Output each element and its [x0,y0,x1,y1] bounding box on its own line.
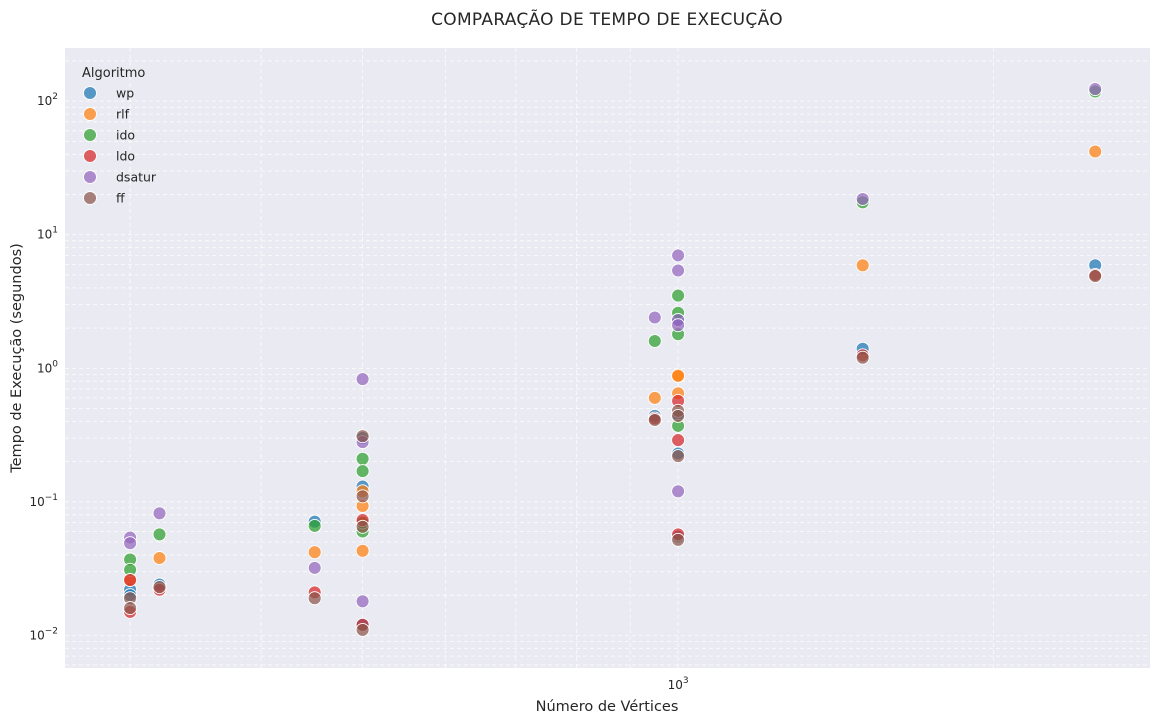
data-point-ido [647,334,662,348]
data-point-dsatur [647,310,662,325]
data-point-dsatur [355,594,370,609]
data-point-rlf [152,551,167,565]
tick-exponent: 0 [52,359,58,369]
data-point-dsatur [152,506,167,521]
data-point-rlf [307,545,322,560]
data-point-dsatur [855,192,870,206]
legend-marker-ldo [83,149,97,163]
data-point-ido [671,288,686,303]
legend-marker-wp [83,86,97,100]
data-point-ido [307,518,322,533]
data-point-rlf [355,543,370,558]
legend-marker-rlf [83,107,97,121]
data-point-ff [355,519,370,534]
tick-label: 103 [668,676,689,692]
data-point-ff [855,350,870,365]
legend-marker-ido [83,128,97,142]
tick-exponent: 3 [683,676,689,686]
data-point-dsatur [123,536,138,551]
legend-label-ldo: ldo [116,149,135,164]
data-point-dsatur [307,560,322,575]
data-point-ff [123,601,138,616]
data-point-ff [355,622,370,637]
data-point-dsatur [671,484,686,499]
tick-exponent: −2 [45,626,58,636]
tick-exponent: 1 [52,226,58,236]
data-point-ldo [123,573,138,587]
data-point-dsatur [1088,82,1103,97]
tick-label: 101 [37,226,58,242]
legend-marker-dsatur [83,170,97,184]
legend-label-ff: ff [116,191,125,206]
data-point-ff [307,591,322,606]
legend-label-rlf: rlf [116,107,130,122]
legend: Algoritmo wp rlf ido ldo dsatur ff [82,66,157,206]
data-point-ff [671,449,686,464]
data-point-rlf [671,368,686,383]
data-point-ff [671,408,686,423]
data-point-dsatur [671,263,686,278]
points-layer [123,82,1103,637]
legend-label-ido: ido [116,128,135,143]
data-point-ff [152,580,167,595]
data-point-ido [355,451,370,466]
data-point-dsatur [671,318,686,333]
x-axis-label: Número de Vértices [536,699,679,715]
data-point-ldo [671,433,686,448]
data-point-rlf [1088,144,1103,159]
legend-title: Algoritmo [82,66,145,81]
data-point-rlf [855,258,870,273]
data-point-ido [355,464,370,479]
grid-layer [65,48,1150,668]
data-point-dsatur [355,372,370,387]
tick-label: 102 [37,92,58,108]
legend-marker-ff [83,191,97,205]
legend-label-wp: wp [116,86,134,101]
tick-exponent: 2 [52,92,58,102]
data-point-ido [152,527,167,542]
tick-exponent: −1 [45,493,58,503]
legend-label-dsatur: dsatur [116,170,157,185]
legend-items: wp rlf ido ldo dsatur ff [83,86,157,206]
data-point-rlf [647,390,662,405]
data-point-ff [671,532,686,547]
data-point-ff [355,429,370,444]
data-point-ff [647,413,662,427]
tick-label: 10−1 [29,493,58,509]
chart-title: COMPARAÇÃO DE TEMPO DE EXECUÇÃO [431,8,783,30]
plot-background [65,48,1150,668]
data-point-ff [1088,269,1103,284]
y-axis-label: Tempo de Execução (segundos) [9,243,25,474]
data-point-dsatur [671,248,686,263]
tick-label: 10−2 [29,626,58,642]
tick-label: 100 [37,359,58,375]
data-point-ff [355,489,370,504]
